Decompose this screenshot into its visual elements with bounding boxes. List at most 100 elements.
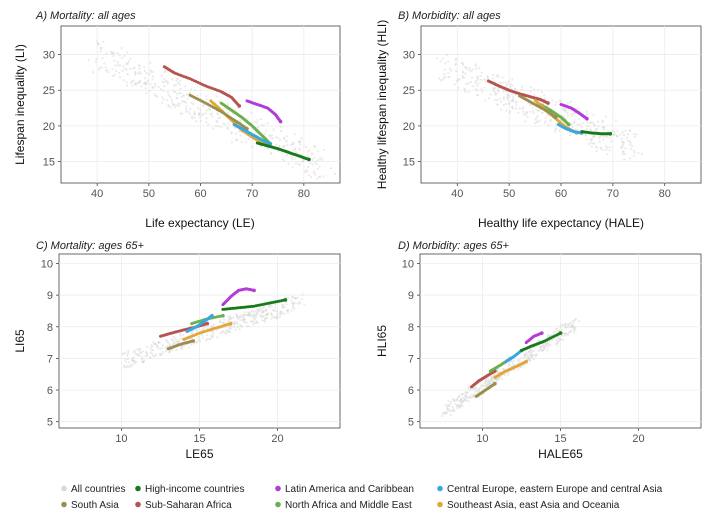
legend-label: South Asia <box>71 500 119 511</box>
y-tick-label: 10 <box>41 258 53 270</box>
all-countries-point <box>562 115 565 118</box>
all-countries-point <box>240 140 243 143</box>
all-countries-point <box>266 147 269 150</box>
x-tick-label: 10 <box>476 433 488 445</box>
all-countries-point <box>171 101 174 104</box>
all-countries-point <box>620 137 623 140</box>
all-countries-point <box>292 296 295 299</box>
all-countries-point <box>455 79 459 82</box>
all-countries-point <box>475 386 478 389</box>
all-countries-point <box>206 327 209 330</box>
all-countries-point <box>535 353 538 356</box>
all-countries-point <box>208 337 211 340</box>
all-countries-point <box>296 302 299 305</box>
all-countries-point <box>562 109 566 112</box>
all-countries-point <box>227 111 230 114</box>
all-countries-point <box>286 308 289 311</box>
all-countries-point <box>270 317 273 320</box>
all-countries-point <box>629 143 632 146</box>
all-countries-point <box>518 358 522 361</box>
all-countries-point <box>263 320 267 323</box>
all-countries-point <box>474 390 477 393</box>
all-countries-point <box>572 112 576 115</box>
all-countries-point <box>310 153 313 156</box>
all-countries-point <box>455 398 458 402</box>
all-countries-point <box>165 339 168 342</box>
legend: All countries High-income countries Latin … <box>61 484 663 511</box>
all-countries-point <box>485 380 488 383</box>
all-countries-point <box>502 103 505 107</box>
all-countries-point <box>101 57 104 60</box>
all-countries-point <box>205 338 208 341</box>
x-tick-label: 20 <box>271 433 283 445</box>
all-countries-point <box>536 114 539 117</box>
all-countries-point <box>129 81 132 84</box>
all-countries-point <box>269 136 272 139</box>
all-countries-point <box>319 156 322 160</box>
legend-swatch <box>437 501 443 508</box>
all-countries-point <box>239 319 242 322</box>
all-countries-point <box>182 100 185 103</box>
x-tick-label: 15 <box>554 433 566 445</box>
series-ceeca <box>232 123 273 146</box>
all-countries-point <box>448 408 451 411</box>
all-countries-point <box>248 311 251 314</box>
all-countries-point <box>570 123 574 126</box>
all-countries-point <box>474 88 477 91</box>
all-countries-point <box>232 316 235 319</box>
all-countries-point <box>460 398 463 401</box>
all-countries-point <box>118 64 121 67</box>
all-countries-point <box>291 158 294 161</box>
all-countries-point <box>517 111 520 114</box>
all-countries-point <box>564 332 567 335</box>
all-countries-point <box>478 390 481 393</box>
all-countries-point <box>149 83 152 86</box>
all-countries-point <box>181 333 184 336</box>
all-countries-point <box>118 54 121 57</box>
all-countries-point <box>308 149 311 152</box>
all-countries-point <box>143 66 146 69</box>
all-countries-point <box>453 83 456 86</box>
all-countries-point <box>534 118 537 121</box>
all-countries-point <box>476 75 479 79</box>
all-countries-point <box>254 131 257 134</box>
all-countries-point <box>533 94 536 97</box>
all-countries-point <box>586 121 589 124</box>
all-countries-point <box>123 67 126 70</box>
all-countries-point <box>443 73 446 76</box>
all-countries-point <box>277 136 280 139</box>
all-countries-point <box>570 321 573 324</box>
all-countries-point <box>180 345 183 348</box>
all-countries-point <box>481 90 484 93</box>
all-countries-point <box>239 314 242 317</box>
all-countries-point <box>537 350 540 353</box>
all-countries-point <box>167 341 170 344</box>
all-countries-point <box>116 51 119 55</box>
all-countries-point <box>204 112 207 115</box>
all-countries-point <box>476 78 480 81</box>
legend-swatch <box>135 501 141 508</box>
all-countries-point <box>615 134 618 137</box>
all-countries-point <box>446 407 449 410</box>
all-countries-point <box>601 134 605 138</box>
all-countries-point <box>102 40 105 44</box>
all-countries-point <box>250 310 253 314</box>
all-countries-point <box>139 65 142 68</box>
all-countries-point <box>185 93 188 96</box>
all-countries-point <box>537 339 540 342</box>
all-countries-point <box>547 344 550 347</box>
all-countries-point <box>444 62 447 65</box>
all-countries-point <box>505 109 508 112</box>
all-countries-point <box>539 345 542 348</box>
all-countries-point <box>291 166 294 169</box>
all-countries-point <box>110 52 113 55</box>
all-countries-point <box>460 400 463 403</box>
all-countries-point <box>585 110 588 113</box>
all-countries-point <box>463 88 466 91</box>
all-countries-point <box>272 316 275 319</box>
all-countries-point <box>529 348 532 351</box>
all-countries-point <box>126 51 129 54</box>
all-countries-point <box>585 134 588 137</box>
all-countries-point <box>196 107 199 110</box>
